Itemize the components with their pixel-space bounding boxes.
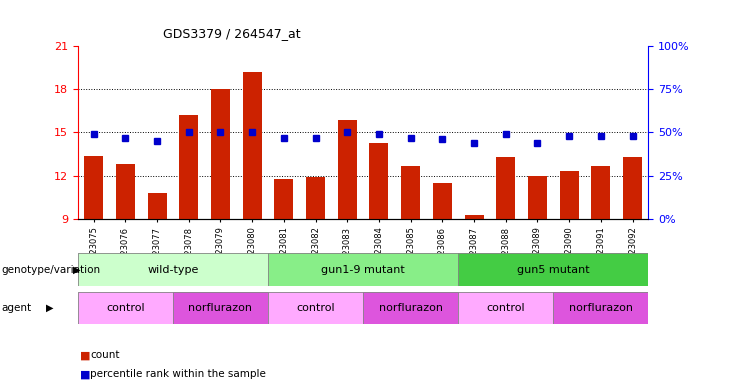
Bar [78,292,173,324]
Text: control: control [296,303,335,313]
Bar [268,292,363,324]
Bar [370,142,388,219]
Text: ■: ■ [80,369,90,379]
Text: norflurazon: norflurazon [569,303,633,313]
Text: norflurazon: norflurazon [188,303,253,313]
Bar [559,171,579,219]
Text: ■: ■ [80,350,90,360]
Bar [401,166,420,219]
Text: ▶: ▶ [46,303,53,313]
Text: control: control [106,303,144,313]
Bar [591,166,611,219]
Bar [84,156,103,219]
Bar [458,253,648,286]
Bar [433,183,452,219]
Text: agent: agent [1,303,32,313]
Bar [268,253,458,286]
Text: percentile rank within the sample: percentile rank within the sample [90,369,266,379]
Bar [458,292,554,324]
Bar [306,177,325,219]
Bar [242,72,262,219]
Bar [211,89,230,219]
Text: gun1-9 mutant: gun1-9 mutant [321,265,405,275]
Text: gun5 mutant: gun5 mutant [517,265,590,275]
Text: GDS3379 / 264547_at: GDS3379 / 264547_at [163,27,301,40]
Bar [363,292,458,324]
Text: control: control [486,303,525,313]
Bar [528,176,547,219]
Bar [496,157,515,219]
Text: count: count [90,350,120,360]
Bar [173,292,268,324]
Bar [274,179,293,219]
Bar [78,253,268,286]
Bar [147,193,167,219]
Bar [116,164,135,219]
Bar [465,215,484,219]
Bar [338,119,356,219]
Bar [623,157,642,219]
Text: genotype/variation: genotype/variation [1,265,101,275]
Text: norflurazon: norflurazon [379,303,442,313]
Text: wild-type: wild-type [147,265,199,275]
Text: ▶: ▶ [73,265,80,275]
Bar [179,115,199,219]
Bar [554,292,648,324]
